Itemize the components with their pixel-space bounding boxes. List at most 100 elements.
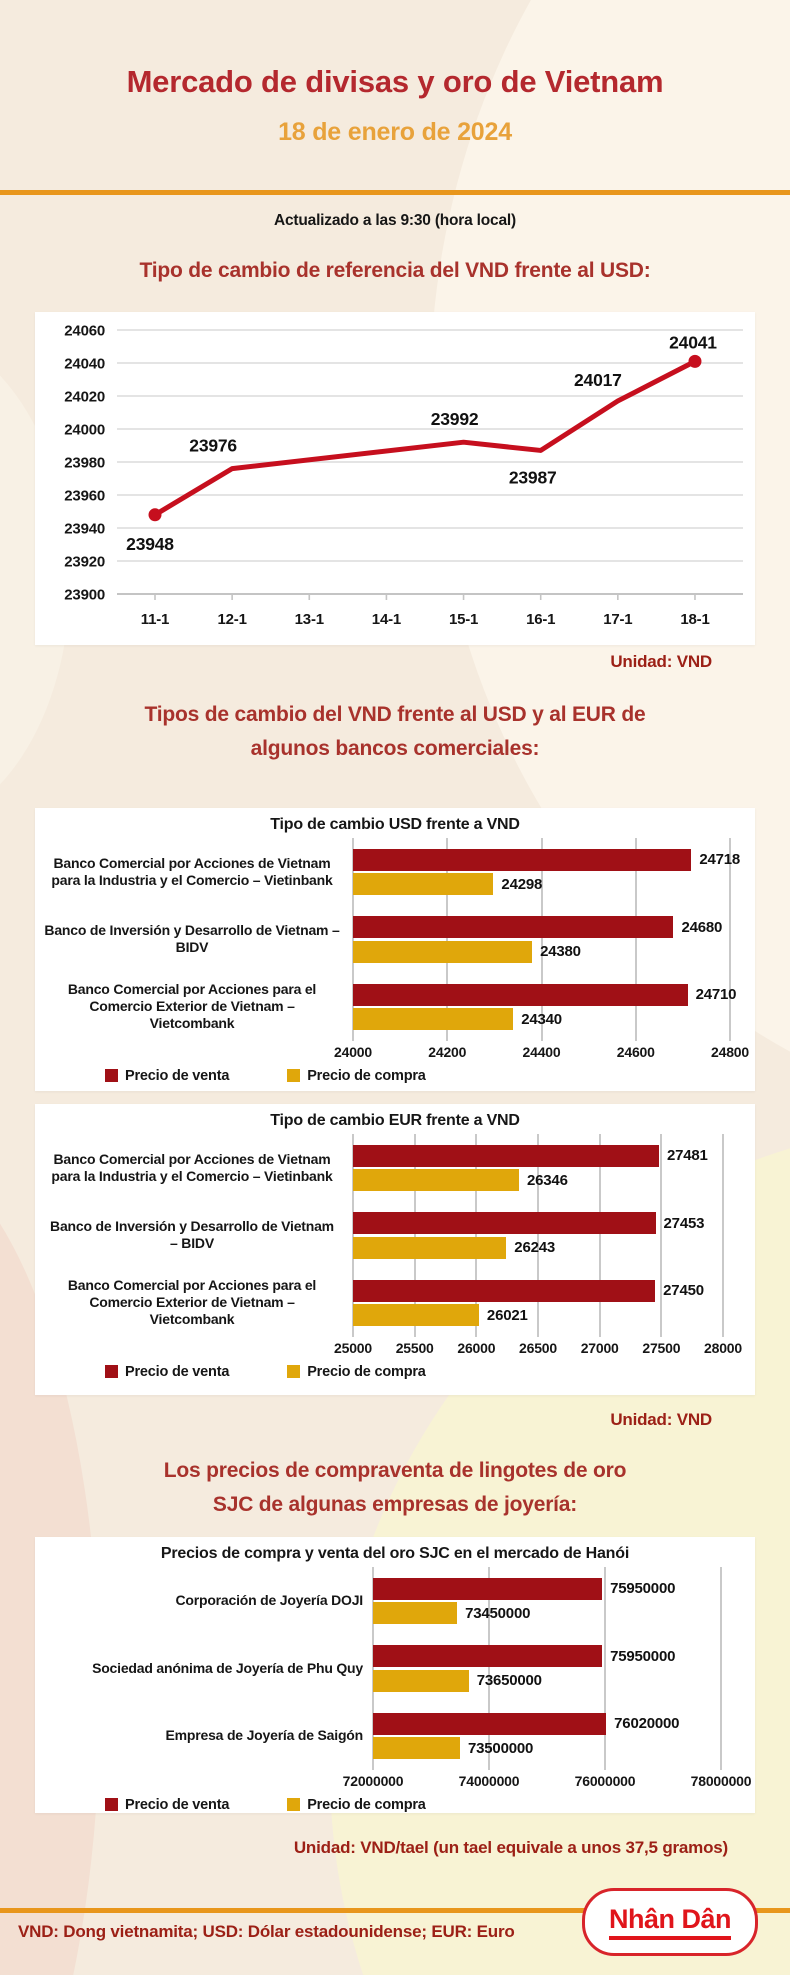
y-tick-label: 23940	[64, 521, 105, 538]
gridline	[729, 838, 731, 1041]
bar-category-label: Banco Comercial por Acciones de Vietnam p…	[35, 855, 353, 889]
gridline	[488, 1567, 490, 1770]
bar-category-label: Empresa de Joyería de Saigón	[35, 1727, 373, 1744]
bar-category-line: Banco Comercial por Acciones de Vietnam	[53, 854, 331, 871]
data-point-label: 23948	[126, 534, 174, 554]
gridline	[475, 1134, 478, 1337]
bar-line: 26021	[353, 1304, 723, 1326]
nhan-dan-logo-text: Nhân Dân	[608, 1904, 732, 1940]
bar-value-label: 26021	[486, 1306, 528, 1324]
bar-category-line: BIDV	[175, 939, 209, 956]
legend-item-compra: Precio de compra	[287, 1068, 426, 1084]
bar-line: 24340	[353, 1008, 730, 1030]
bar-line: 24680	[353, 916, 730, 938]
x-tick-label: 13-1	[295, 611, 324, 628]
unit-label-banks: Unidad: VND	[610, 1410, 712, 1429]
bar-group-bars: 24680 24380	[353, 914, 730, 966]
x-axis-tick-label: 24600	[616, 1043, 655, 1060]
section-heading-gold-line2: SJC de algunas empresas de joyería:	[212, 1493, 578, 1516]
bar-value-label: 26243	[514, 1239, 556, 1256]
legend-label: Precio de venta	[125, 1796, 230, 1813]
bar-compra	[353, 940, 533, 963]
unit-label-gold: Unidad: VND/tael (un tael equivale a uno…	[293, 1838, 728, 1857]
bar-compra	[373, 1737, 460, 1759]
legend-swatch	[105, 1069, 118, 1082]
section-heading-banks: Tipos de cambio del VND frente al USD y …	[0, 698, 790, 766]
page-title: Mercado de divisas y oro de Vietnam	[126, 64, 664, 99]
x-tick-label: 14-1	[372, 611, 401, 628]
section-heading-reference: Tipo de cambio de referencia del VND fre…	[139, 259, 651, 282]
x-axis: 25000 25500 26000 26500 27000 27500 28000	[35, 1337, 755, 1361]
gridline	[352, 838, 354, 1041]
x-axis-tick-label: 27500	[642, 1339, 681, 1356]
bar-group-bars: 27450 26021	[353, 1277, 723, 1329]
x-tick-label: 18-1	[680, 611, 709, 628]
bar-category-line: – BIDV	[170, 1235, 214, 1252]
bar-plot: Banco Comercial por Acciones de Vietnam p…	[35, 838, 755, 1041]
grid-overlay	[352, 1134, 724, 1337]
x-axis-tick-label: 78000000	[690, 1772, 752, 1789]
bar-category-line: Vietcombank	[149, 1311, 235, 1328]
bar-venta	[373, 1577, 603, 1600]
bar-category-line: Banco Comercial por Acciones para el	[67, 1277, 317, 1294]
data-point-label: 23987	[509, 467, 557, 487]
legend: Precio de venta Precio de compra	[35, 1364, 755, 1380]
reference-line-chart-panel: 24060 24040 24020 24000 23980 23960 23940 23920…	[35, 312, 755, 645]
bar-compra	[373, 1602, 458, 1624]
bar-group: Banco de Inversión y Desarrollo de Vietn…	[35, 1202, 755, 1270]
bar-group: Banco Comercial por Acciones para el Come…	[35, 973, 755, 1041]
bar-venta	[353, 1279, 656, 1302]
bar-group: Sociedad anónima de Joyería de Phu Quy 75…	[35, 1635, 755, 1703]
x-tick-label: 16-1	[526, 611, 555, 628]
legend-swatch	[287, 1365, 301, 1378]
bar-group: Banco de Inversión y Desarrollo de Vietn…	[35, 906, 755, 974]
bar-group: Corporación de Joyería DOJI 75950000 73450…	[35, 1567, 755, 1635]
x-axis-tick-label: 27000	[580, 1339, 619, 1356]
bar-value-label: 24298	[501, 875, 543, 893]
bar-line: 26243	[353, 1236, 723, 1259]
bar-category-line: Comercio Exterior de Vietnam –	[89, 1294, 295, 1311]
y-tick-label: 23920	[64, 554, 105, 571]
bar-value-label: 27481	[666, 1147, 708, 1164]
legend-label: Precio de compra	[307, 1363, 426, 1380]
bar-value-label: 24718	[699, 851, 741, 868]
gridline	[413, 1134, 416, 1337]
legend-item-venta: Precio de venta	[105, 1364, 229, 1380]
gridline	[634, 838, 637, 1041]
legend: Precio de venta Precio de compra	[35, 1797, 755, 1813]
page-date: 18 de enero de 2024	[278, 118, 512, 146]
x-axis: 24000 24200 24400 24600 24800	[35, 1041, 755, 1065]
x-tick-label: 11-1	[141, 611, 169, 628]
gridline	[598, 1134, 601, 1337]
y-tick-label: 24040	[64, 356, 105, 373]
bar-compra	[353, 1008, 514, 1030]
bar-venta	[373, 1712, 607, 1735]
data-point-label: 24017	[574, 370, 622, 390]
bar-value-label: 27450	[663, 1282, 704, 1299]
bar-category-line: Sociedad anónima de Joyería de Phu Quy	[92, 1659, 363, 1676]
bar-category-line: Corporación de Joyería DOJI	[175, 1592, 363, 1609]
bar-value-label: 76020000	[614, 1715, 680, 1732]
bar-line: 24718	[353, 848, 740, 871]
bar-group: Banco Comercial por Acciones para el Come…	[35, 1269, 755, 1337]
bar-venta	[373, 1645, 603, 1667]
legend-item-venta: Precio de venta	[105, 1068, 229, 1084]
gridline	[537, 1134, 539, 1337]
bar-category-line: para la Industria y el Comercio – Vietin…	[51, 1167, 333, 1184]
bar-category-line: para la Industria y el Comercio – Vietin…	[51, 871, 333, 888]
bar-line: 73450000	[373, 1602, 721, 1624]
x-axis-tick-label: 28000	[704, 1339, 742, 1356]
bar-group-bars: 76020000 73500000	[373, 1710, 721, 1762]
gridline	[446, 838, 449, 1041]
legend-label: Precio de venta	[125, 1067, 230, 1084]
grid-overlay	[372, 1567, 722, 1770]
bar-plot: Banco Comercial por Acciones de Vietnam p…	[35, 1134, 755, 1337]
x-tick-label: 15-1	[449, 611, 478, 628]
data-point-label: 23976	[189, 436, 237, 456]
bar-value-label: 27453	[663, 1214, 705, 1232]
bar-group-bars: 75950000 73450000	[373, 1575, 721, 1627]
bar-group: Banco Comercial por Acciones de Vietnam p…	[35, 1134, 755, 1202]
x-axis-tick-label: 24800	[711, 1043, 749, 1060]
reference-line-chart: 24060 24040 24020 24000 23980 23960 23940 23920…	[64, 323, 743, 628]
eur-chart-title: Tipo de cambio EUR frente a VND	[270, 1112, 520, 1129]
